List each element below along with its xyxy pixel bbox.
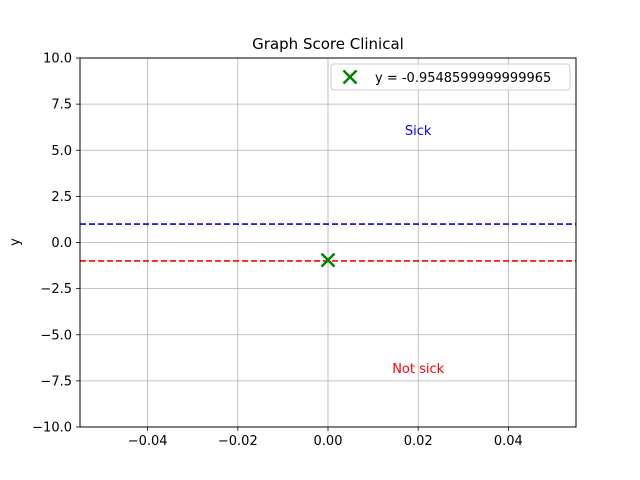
y-tick-label: −2.5: [40, 282, 72, 297]
data-points: [320, 252, 336, 268]
y-tick-label: 10.0: [43, 52, 72, 67]
y-tick-label: 5.0: [51, 144, 72, 159]
y-tick-label: −5.0: [40, 328, 72, 343]
x-tick-label: −0.04: [128, 434, 168, 449]
x-tick-label: 0.04: [494, 434, 523, 449]
y-axis-ticks: 10.0 7.5 5.0 2.5 0.0 −2.5 −5.0 −7.5 −10.0: [32, 52, 80, 436]
annotation-label: Sick: [405, 124, 432, 139]
chart-title: Graph Score Clinical: [252, 35, 404, 53]
y-tick-label: −10.0: [32, 421, 72, 436]
y-tick-label: 2.5: [51, 190, 72, 205]
x-tick-label: −0.02: [218, 434, 258, 449]
legend: y = -0.9548599999999965: [330, 63, 571, 91]
y-tick-label: 7.5: [51, 98, 72, 113]
legend-marker-stroke: [342, 69, 358, 85]
x-tick-label: 0.02: [404, 434, 433, 449]
y-tick-label: 0.0: [51, 236, 72, 251]
annotations: Sick Not sick: [392, 124, 444, 377]
y-axis-label: y: [8, 238, 23, 246]
point-stroke: [320, 252, 336, 268]
x-tick-label: 0.00: [314, 434, 343, 449]
annotation-label: Not sick: [392, 362, 444, 377]
legend-marker: [342, 69, 358, 85]
x-axis-ticks: −0.04 −0.02 0.00 0.02 0.04: [128, 427, 523, 449]
data-point: [320, 252, 336, 268]
legend-entry-label: y = -0.9548599999999965: [375, 71, 551, 86]
legend-box: [330, 63, 571, 91]
y-tick-label: −7.5: [40, 374, 72, 389]
